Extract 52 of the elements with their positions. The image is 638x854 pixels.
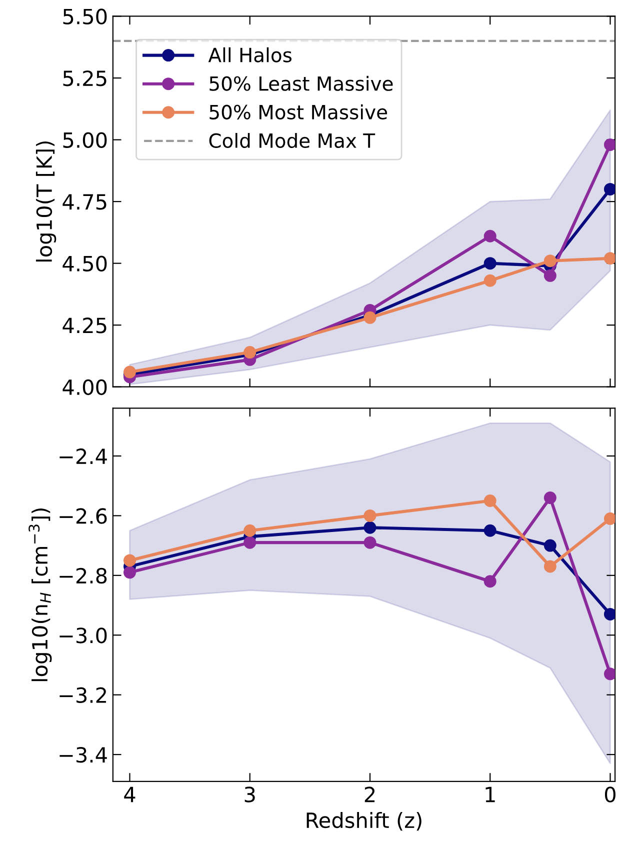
legend-label: 50% Most Massive [210,104,387,120]
y-tick-label: −2.6 [60,508,107,524]
legend-label: 50% Least Massive [210,76,393,91]
point [244,536,256,549]
point [604,252,616,265]
point [364,521,376,534]
point [604,182,616,196]
point [544,269,556,282]
y-tick-label: 5.00 [63,132,107,148]
point [364,509,376,522]
point [484,494,496,508]
y-axis-title: log10(T [K]) [36,141,56,262]
y-tick-label: −3.0 [60,628,107,644]
x-tick-label: 2 [364,786,375,802]
point [484,274,496,287]
y-tick-label: −2.8 [60,568,107,584]
point [123,554,136,567]
point [484,230,496,242]
point [123,366,136,378]
point [544,539,556,552]
y-tick-label: 4.00 [62,379,107,396]
point [544,492,556,504]
point [484,575,496,588]
point [604,512,616,525]
legend-label: All Halos [208,47,292,62]
x-tick-label: 0 [604,786,616,802]
point [123,566,136,579]
y-tick-label: 5.25 [63,70,106,86]
x-axis-title: Redshift (z) [306,812,422,831]
point [544,560,556,573]
y-tick-label: 5.50 [63,8,107,24]
point [604,668,616,680]
x-tick-label: 4 [124,786,136,802]
point [244,524,256,537]
x-tick-label: 1 [486,786,495,802]
point [484,257,496,270]
y-axis-title: log10(n$_{H}$ [cm$^{−3}$]) [28,508,52,682]
y-tick-label: 4.25 [62,318,106,334]
point [244,346,256,359]
y-tick-label: −3.4 [60,746,107,763]
y-tick-label: −2.4 [60,448,107,464]
y-tick-label: 4.50 [62,256,107,272]
point [484,524,496,537]
y-tick-label: 4.75 [62,194,106,210]
point [364,311,376,324]
legend-label: Cold Mode Max T [209,132,376,148]
y-tick-label: −3.2 [60,687,106,704]
point [364,536,376,549]
point [544,254,556,268]
point [604,608,616,620]
x-tick-label: 3 [244,786,255,802]
point [604,138,616,151]
